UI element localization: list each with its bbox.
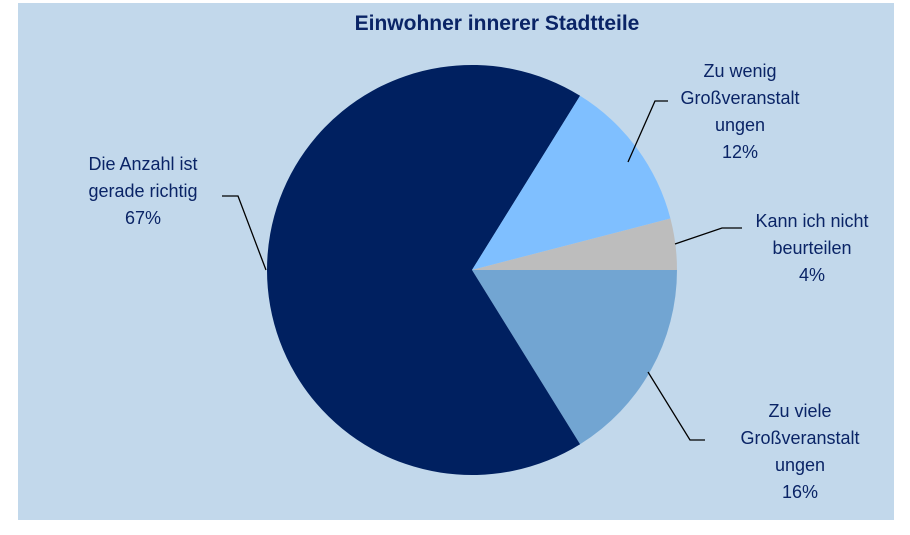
value-label: 16% — [782, 482, 818, 502]
label-line: Großveranstalt — [740, 428, 859, 448]
pie-slice — [266, 64, 581, 475]
value-label: 4% — [799, 265, 825, 285]
slice-label: Zu viele Großveranstalt ungen — [740, 401, 859, 475]
value-label: 12% — [722, 142, 758, 162]
label-line: Kann ich nicht — [755, 211, 868, 231]
pie-slice — [472, 270, 677, 445]
label-line: Zu wenig — [703, 61, 776, 81]
slice-label: Die Anzahl ist gerade richtig — [88, 154, 197, 201]
label-line: gerade richtig — [88, 181, 197, 201]
label-line: Zu viele — [768, 401, 831, 421]
label-line: Die Anzahl ist — [88, 154, 197, 174]
leader-line — [647, 371, 705, 441]
pie-slice — [472, 218, 677, 270]
label-line: beurteilen — [772, 238, 851, 258]
chart-title: Einwohner innerer Stadtteile — [355, 12, 640, 35]
value-label: 67% — [125, 208, 161, 228]
slice-label: Zu wenig Großveranstalt ungen — [680, 61, 799, 135]
label-line: ungen — [775, 455, 825, 475]
label-line: ungen — [715, 115, 765, 135]
label-line: Großveranstalt — [680, 88, 799, 108]
pie-slice — [472, 95, 671, 270]
leader-line — [222, 195, 267, 271]
slice-label: Kann ich nicht beurteilen — [755, 211, 868, 258]
leader-line — [627, 100, 668, 163]
leader-line — [674, 227, 742, 245]
